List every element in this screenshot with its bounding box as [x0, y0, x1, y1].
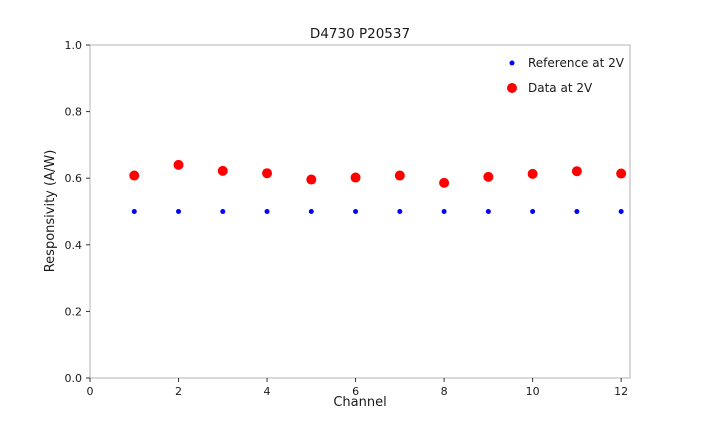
x-tick-label: 6 [352, 385, 359, 398]
point-series-0 [485, 209, 491, 214]
point-series-0 [574, 209, 580, 214]
plot-border [89, 44, 631, 379]
y-tick-label: 0.8 [65, 106, 83, 119]
point-series-0 [176, 209, 182, 214]
legend-label: Data at 2V [528, 81, 593, 95]
point-series-0 [353, 209, 359, 214]
axis-labels: D4730 P20537 Channel Responsivity (A/W) [43, 26, 410, 410]
legend-marker-1 [507, 83, 517, 93]
chart-title: D4730 P20537 [310, 26, 410, 42]
legend-marker-0 [509, 60, 515, 66]
point-series-1 [217, 165, 228, 176]
point-series-1 [571, 166, 582, 177]
point-series-1 [616, 168, 627, 179]
point-series-1 [527, 168, 538, 179]
y-tick-label: 0.6 [65, 172, 83, 185]
point-series-1 [306, 174, 317, 185]
point-series-1 [173, 159, 184, 170]
legend-label: Reference at 2V [528, 56, 625, 70]
x-tick-label: 2 [175, 385, 182, 398]
point-series-0 [618, 209, 624, 214]
point-series-0 [220, 209, 226, 214]
point-series-1 [262, 168, 273, 179]
y-axis-label: Responsivity (A/W) [43, 150, 58, 273]
y-tick-label: 0.0 [65, 372, 83, 385]
point-series-1 [129, 170, 140, 181]
point-series-1 [483, 171, 494, 182]
x-tick-label: 0 [87, 385, 94, 398]
x-tick-label: 12 [614, 385, 628, 398]
y-tick-label: 1.0 [65, 39, 83, 52]
data-points [129, 159, 627, 214]
x-tick-label: 10 [526, 385, 540, 398]
point-series-0 [131, 209, 137, 214]
point-series-1 [350, 172, 361, 183]
point-series-0 [308, 209, 314, 214]
axis-ticks: 0 2 4 6 8 10 12 0.0 0.2 0.4 0.6 0.8 1.0 [65, 39, 629, 398]
point-series-0 [441, 209, 447, 214]
y-tick-label: 0.4 [65, 239, 83, 252]
point-series-1 [394, 170, 405, 181]
point-series-0 [530, 209, 536, 214]
x-axis-label: Channel [333, 395, 386, 410]
plot-frame [89, 44, 631, 379]
point-series-0 [397, 209, 403, 214]
point-series-0 [264, 209, 270, 214]
x-tick-label: 4 [264, 385, 271, 398]
y-tick-label: 0.2 [65, 305, 83, 318]
point-series-1 [439, 177, 450, 188]
legend: Reference at 2V Data at 2V [507, 56, 625, 95]
x-tick-label: 8 [441, 385, 448, 398]
